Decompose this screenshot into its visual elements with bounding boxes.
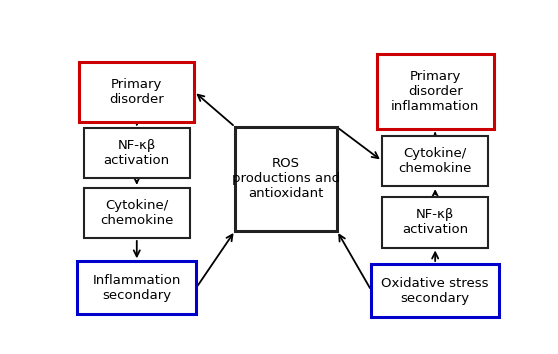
Text: NF-κβ
activation: NF-κβ activation [104,139,170,167]
Bar [84,128,190,178]
Bar [382,197,488,247]
Bar [377,54,493,129]
Bar [235,127,337,230]
Text: Primary
disorder: Primary disorder [109,78,164,105]
Bar [382,136,488,186]
Text: Primary
disorder
inflammation: Primary disorder inflammation [391,70,479,113]
Text: Inflammation
secondary: Inflammation secondary [93,274,181,302]
Text: Cytokine/
chemokine: Cytokine/ chemokine [398,147,472,175]
Text: NF-κβ
activation: NF-κβ activation [402,209,468,236]
Bar [84,188,190,238]
Bar [78,261,196,314]
Bar [372,264,499,317]
Bar [79,62,194,121]
Text: Oxidative stress
secondary: Oxidative stress secondary [382,276,489,304]
Text: Cytokine/
chemokine: Cytokine/ chemokine [100,199,174,227]
Text: ROS
productions and
antioxidant: ROS productions and antioxidant [232,157,340,200]
